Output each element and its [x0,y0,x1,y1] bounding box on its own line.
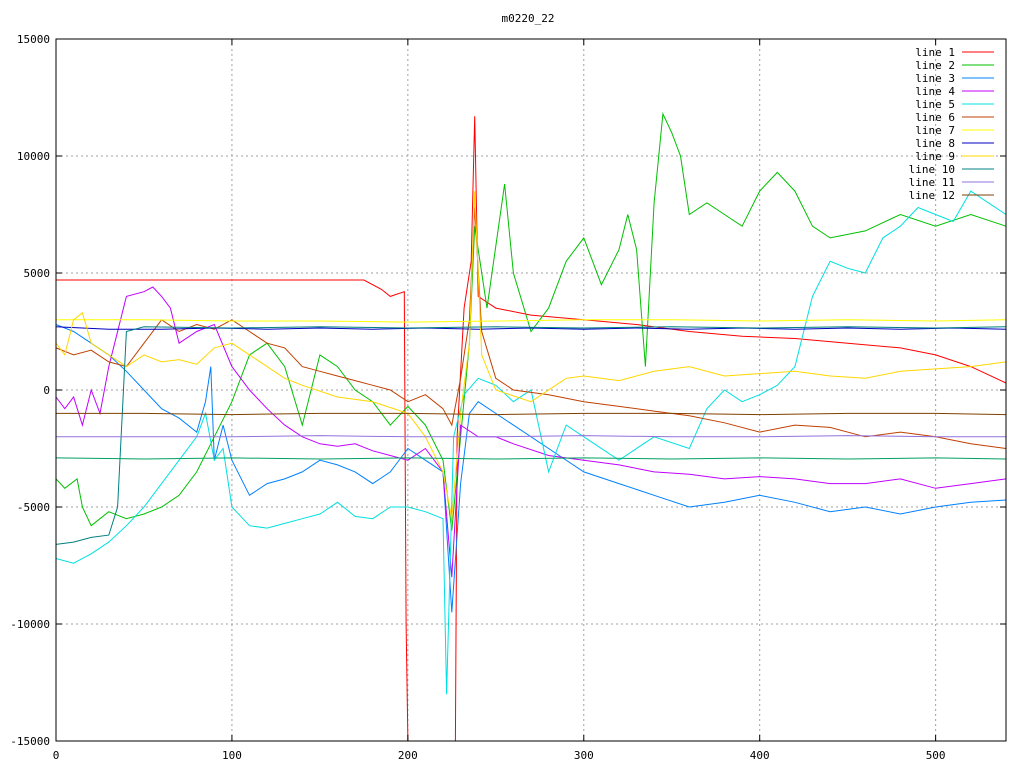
legend-label: line 8 [915,137,955,150]
chart-title: m0220_22 [502,12,555,25]
legend-label: line 4 [915,85,955,98]
series-line-5 [55,190,1007,695]
series-line-6 [55,207,1007,449]
axes: 0 100 200 300 400 500 -15000 -10000 -5000 0 5000 10… [10,33,1006,762]
data-series [55,112,1007,742]
series-line-13 [55,457,1007,460]
x-tick-label: 300 [574,749,594,762]
legend-label: line 7 [915,124,955,137]
legend-label: line 9 [915,150,955,163]
series-line-2 [55,112,1007,531]
y-tick-label: 0 [43,384,50,397]
series-line-7 [56,319,1007,323]
legend-label: line 5 [915,98,955,111]
legend-label: line 2 [915,59,955,72]
x-tick-label: 500 [926,749,946,762]
y-tick-label: -5000 [17,501,50,514]
legend-label: line 12 [909,189,955,202]
x-tick-label: 400 [750,749,770,762]
y-tick-label: 10000 [17,150,50,163]
legend-label: line 6 [915,111,955,124]
y-tick-label: -15000 [10,735,50,748]
series-line-4 [55,286,1007,578]
series-line-3 [55,324,1007,613]
series-line-10 [55,326,1007,545]
y-tick-label: 15000 [17,33,50,46]
x-tick-label: 200 [398,749,418,762]
legend-label: line 1 [915,46,955,59]
series-line-1 [56,279,409,742]
x-tick-label: 100 [222,749,242,762]
series-line-1-segment [454,116,1007,742]
series-line-11 [56,435,1006,438]
series-line-9 [55,191,1007,519]
legend-label: line 11 [909,176,955,189]
legend-label: line 3 [915,72,955,85]
x-tick-label: 0 [53,749,60,762]
y-tick-label: 5000 [24,267,51,280]
series-line-12 [56,412,1007,416]
legend-label: line 10 [909,163,955,176]
y-tick-label: -10000 [10,618,50,631]
